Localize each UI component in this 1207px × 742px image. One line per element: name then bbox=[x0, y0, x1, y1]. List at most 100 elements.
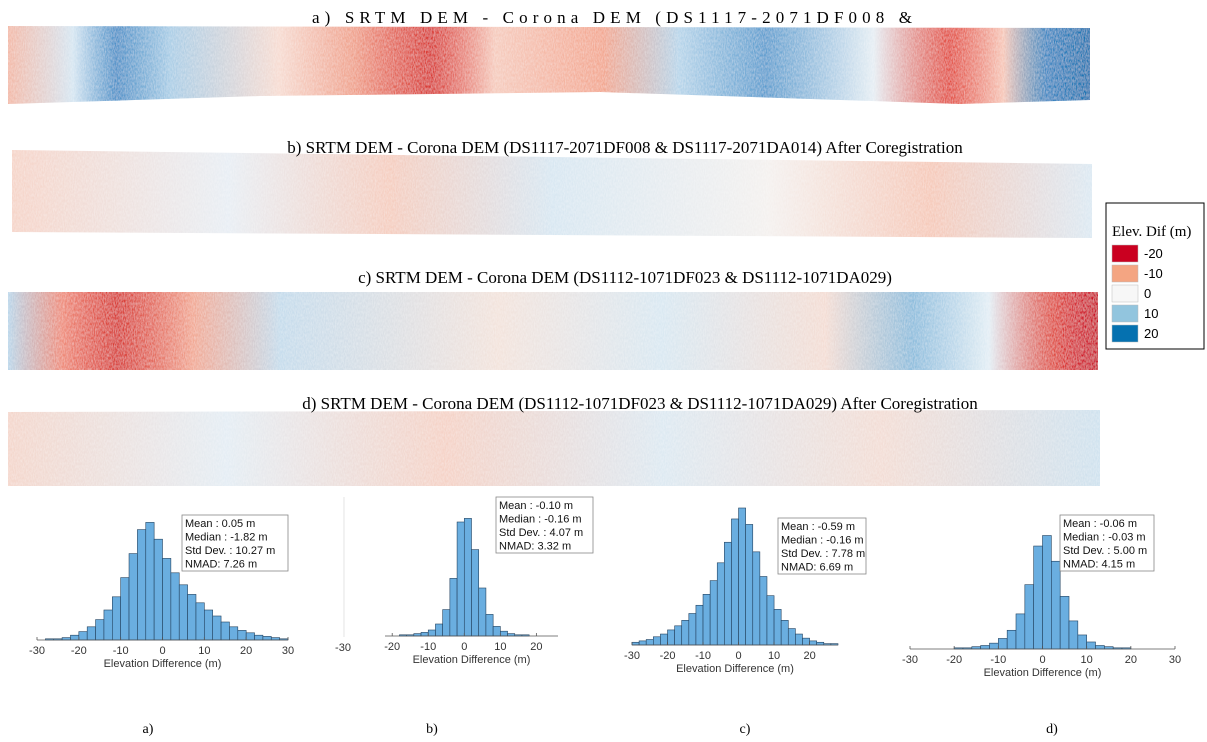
histograms: -30 -20 -10 0 10 20 30 Elevation Difference (m)… bbox=[29, 496, 1181, 737]
histogram-bar bbox=[702, 594, 711, 646]
x-tick-label: 10 bbox=[1081, 654, 1093, 666]
histogram-bar bbox=[773, 609, 782, 646]
histogram-bar bbox=[645, 639, 654, 646]
caption: a) bbox=[143, 722, 154, 737]
x-tick-label: 10 bbox=[198, 645, 210, 657]
histogram-bar bbox=[78, 631, 88, 641]
legend-title: Elev. Dif (m) bbox=[1112, 224, 1191, 240]
difference-map-c bbox=[8, 292, 1098, 370]
stat-line: Std Dev. : 10.27 m bbox=[185, 545, 275, 557]
stat-line: Mean : -0.10 m bbox=[499, 500, 573, 512]
x-tick-label: 10 bbox=[768, 650, 780, 662]
histogram-bar bbox=[187, 594, 197, 641]
x-tick-label: 0 bbox=[1039, 654, 1045, 666]
stat-line: Mean : 0.05 m bbox=[185, 518, 255, 530]
histogram-bar bbox=[1068, 620, 1079, 650]
stat-line: NMAD: 7.26 m bbox=[185, 559, 257, 571]
histogram-bar bbox=[1006, 629, 1017, 650]
histogram-bar bbox=[766, 595, 775, 646]
legend-swatch bbox=[1111, 244, 1139, 263]
histogram-bar bbox=[220, 621, 230, 641]
panel-title: c) SRTM DEM - Corona DEM (DS1112-1071DF0… bbox=[358, 268, 892, 287]
x-tick-label: -20 bbox=[660, 650, 676, 662]
stats-box bbox=[1059, 514, 1155, 572]
difference-map-d bbox=[8, 410, 1100, 486]
histogram-bar bbox=[435, 623, 443, 637]
histogram-bar bbox=[478, 587, 487, 637]
legend-label: -20 bbox=[1144, 246, 1163, 261]
stat-line: Mean : -0.06 m bbox=[1063, 518, 1137, 530]
stat-line: NMAD: 6.69 m bbox=[781, 562, 853, 574]
x-axis-label: Elevation Difference (m) bbox=[104, 658, 222, 670]
histogram-bar bbox=[802, 637, 810, 646]
histogram-bar bbox=[667, 629, 675, 646]
stat-line: NMAD: 3.32 m bbox=[499, 541, 571, 553]
histogram-bar bbox=[980, 645, 990, 650]
histogram-bar bbox=[420, 632, 429, 637]
histogram-bar bbox=[1059, 596, 1070, 650]
legend-swatch bbox=[1111, 264, 1139, 283]
legend-swatch bbox=[1111, 284, 1139, 303]
x-tick-label: -20 bbox=[946, 654, 962, 666]
legend-swatch bbox=[1111, 304, 1139, 323]
legend-swatch bbox=[1111, 324, 1139, 343]
histogram-bar bbox=[631, 641, 640, 646]
stat-line: Std Dev. : 5.00 m bbox=[1063, 545, 1147, 557]
histogram-bar bbox=[237, 630, 247, 641]
histogram-bar bbox=[204, 609, 213, 641]
histogram-bar bbox=[787, 628, 796, 646]
x-tick-label: 0 bbox=[461, 641, 467, 653]
histogram-bar bbox=[1095, 645, 1105, 650]
caption: d) bbox=[1046, 722, 1058, 737]
histogram-bar bbox=[112, 596, 121, 641]
histogram-bar bbox=[254, 634, 264, 641]
histogram-bar bbox=[638, 640, 647, 646]
histogram-bar bbox=[170, 572, 180, 641]
x-axis-label: Elevation Difference (m) bbox=[413, 654, 531, 666]
histogram-bar bbox=[816, 641, 825, 646]
histogram-bar bbox=[120, 577, 130, 641]
x-axis-label: Elevation Difference (m) bbox=[984, 667, 1102, 679]
stats-box bbox=[181, 514, 289, 572]
legend-label: 0 bbox=[1144, 286, 1151, 301]
histogram-bar bbox=[195, 602, 205, 641]
x-tick-label: -10 bbox=[990, 654, 1006, 666]
legend: -20 -10 0 10 20 bbox=[1111, 244, 1163, 343]
histogram-bar bbox=[989, 642, 999, 650]
histogram-bar bbox=[103, 609, 113, 641]
x-tick-label: -20 bbox=[384, 641, 400, 653]
stat-line: Mean : -0.59 m bbox=[781, 521, 855, 533]
x-tick-label: -30 bbox=[902, 654, 918, 666]
histogram-bar bbox=[262, 636, 272, 641]
x-tick-label: -10 bbox=[420, 641, 436, 653]
histogram-bar bbox=[485, 614, 494, 637]
stat-line: Std Dev. : 4.07 m bbox=[499, 527, 583, 539]
x-tick-label: -30 bbox=[29, 645, 45, 657]
stat-line: Std Dev. : 7.78 m bbox=[781, 548, 865, 560]
stats-box bbox=[495, 496, 594, 554]
histogram-bar bbox=[745, 524, 754, 646]
histogram-bar bbox=[162, 558, 172, 641]
histogram-bar bbox=[212, 615, 222, 641]
histogram-bar bbox=[809, 640, 817, 646]
histogram-bar bbox=[724, 541, 732, 646]
stats-box bbox=[777, 517, 867, 575]
histogram-bar bbox=[153, 538, 163, 641]
histogram-bar bbox=[716, 562, 725, 646]
histogram-bar bbox=[688, 613, 697, 646]
caption: b) bbox=[426, 722, 438, 737]
difference-map-a bbox=[8, 26, 1090, 104]
x-tick-label: 0 bbox=[159, 645, 165, 657]
panel-title: a) SRTM DEM - Corona DEM (DS1117-2071DF0… bbox=[312, 8, 912, 27]
histogram-bar bbox=[95, 619, 105, 641]
x-tick-label: -30 bbox=[624, 650, 640, 662]
stat-line: Median : -0.16 m bbox=[781, 535, 864, 547]
histogram-bar bbox=[229, 626, 239, 641]
x-tick-label: 30 bbox=[282, 645, 294, 657]
histogram-bar bbox=[738, 507, 746, 646]
stat-line: Median : -1.82 m bbox=[185, 532, 268, 544]
x-tick-label: 10 bbox=[494, 641, 506, 653]
histogram-bar bbox=[471, 549, 480, 637]
histogram-bar bbox=[752, 551, 761, 646]
stat-line: NMAD: 4.15 m bbox=[1063, 559, 1135, 571]
